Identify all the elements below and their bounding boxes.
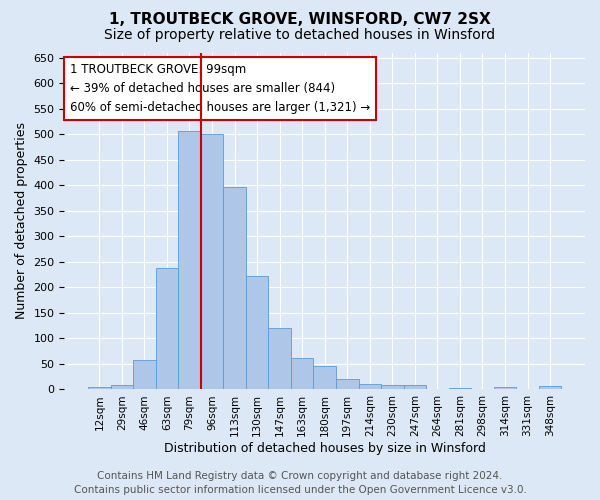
Bar [539,386,562,390]
X-axis label: Distribution of detached houses by size in Winsford: Distribution of detached houses by size … [164,442,485,455]
Bar [336,379,359,390]
Text: 1 TROUTBECK GROVE: 99sqm
← 39% of detached houses are smaller (844)
60% of semi-: 1 TROUTBECK GROVE: 99sqm ← 39% of detach… [70,62,370,114]
Y-axis label: Number of detached properties: Number of detached properties [15,122,28,320]
Bar [223,188,246,390]
Text: 1, TROUTBECK GROVE, WINSFORD, CW7 2SX: 1, TROUTBECK GROVE, WINSFORD, CW7 2SX [109,12,491,28]
Bar [88,387,110,390]
Bar [381,385,404,390]
Bar [404,386,426,390]
Bar [449,388,471,390]
Text: Size of property relative to detached houses in Winsford: Size of property relative to detached ho… [104,28,496,42]
Bar [110,386,133,390]
Bar [359,384,381,390]
Bar [246,276,268,390]
Bar [268,328,291,390]
Bar [494,387,516,390]
Bar [178,130,201,390]
Bar [155,268,178,390]
Bar [291,358,313,390]
Text: Contains HM Land Registry data © Crown copyright and database right 2024.
Contai: Contains HM Land Registry data © Crown c… [74,471,526,495]
Bar [133,360,155,390]
Bar [201,134,223,390]
Bar [313,366,336,390]
